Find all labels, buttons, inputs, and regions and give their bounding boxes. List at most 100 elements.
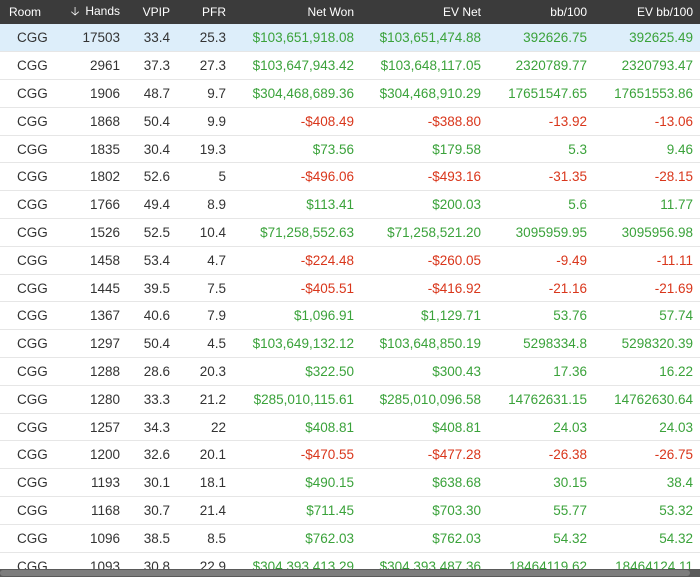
cell-bb100: 55.77 <box>553 502 587 518</box>
column-header-vpip[interactable]: VPIP <box>142 5 170 19</box>
cell-net-won: $285,010,115.61 <box>253 391 354 407</box>
cell-bb100: 2320789.77 <box>515 58 587 74</box>
cell-room: CGG <box>17 391 48 407</box>
cell-vpip: 52.5 <box>143 224 170 240</box>
cell-vpip: 49.4 <box>143 197 170 213</box>
table-row[interactable]: CGG 1445 39.5 7.5 -$405.51 -$416.92 -21.16 -21.… <box>0 274 700 302</box>
cell-vpip: 37.3 <box>143 58 170 74</box>
cell-ev-net: -$260.05 <box>427 252 481 268</box>
cell-ev-bb100: 11.77 <box>660 197 693 213</box>
cell-bb100: 30.15 <box>553 475 587 491</box>
table-row[interactable]: CGG 1280 33.3 21.2 $285,010,115.61 $285,010,0… <box>0 385 700 414</box>
cell-net-won: $1,096.91 <box>293 308 354 324</box>
cell-room: CGG <box>17 252 48 268</box>
cell-bb100: 5.3 <box>568 141 587 157</box>
cell-pfr: 20.3 <box>199 363 226 379</box>
cell-ev-net: -$388.80 <box>427 113 481 129</box>
table-row[interactable]: CGG 1906 48.7 9.7 $304,468,689.36 $304,468,91… <box>0 80 700 108</box>
cell-hands: 1200 <box>89 447 120 463</box>
cell-net-won: $762.03 <box>305 530 354 546</box>
cell-pfr: 19.3 <box>199 141 226 157</box>
cell-ev-net: $179.58 <box>432 141 481 157</box>
table-row[interactable]: CGG 1526 52.5 10.4 $71,258,552.63 $71,258,521… <box>0 219 700 247</box>
table-row[interactable]: CGG 1193 30.1 18.1 $490.15 $638.68 30.15 38.4 <box>0 469 700 497</box>
horizontal-scrollbar[interactable] <box>0 569 700 577</box>
cell-hands: 1288 <box>89 363 120 379</box>
column-header-hands[interactable]: 🡣 Hands <box>70 0 127 24</box>
cell-room: CGG <box>17 58 48 74</box>
column-header-ev-bb100[interactable]: EV bb/100 <box>636 5 693 19</box>
cell-ev-bb100: 57.74 <box>659 308 693 324</box>
cell-net-won: $304,468,689.36 <box>252 85 354 101</box>
cell-pfr: 9.7 <box>207 85 226 101</box>
table-header-row: Room 🡣 Hands VPIP PFR Net Won EV Net bb/1… <box>0 0 700 24</box>
table-row[interactable]: CGG 2961 37.3 27.3 $103,647,943.42 $103,648,1… <box>0 52 700 80</box>
cell-vpip: 53.4 <box>143 252 170 268</box>
cell-vpip: 48.7 <box>143 85 170 101</box>
cell-pfr: 21.4 <box>199 502 226 518</box>
cell-pfr: 8.5 <box>207 530 226 546</box>
cell-net-won: $113.41 <box>306 197 354 213</box>
cell-hands: 1458 <box>89 252 120 268</box>
table-row[interactable]: CGG 1458 53.4 4.7 -$224.48 -$260.05 -9.49 -11.1… <box>0 246 700 275</box>
cell-room: CGG <box>17 447 48 463</box>
column-header-room[interactable]: Room <box>9 5 42 19</box>
cell-pfr: 25.3 <box>199 30 226 46</box>
cell-hands: 2961 <box>89 58 120 74</box>
cell-ev-bb100: 54.32 <box>659 530 693 546</box>
cell-vpip: 30.1 <box>143 475 170 491</box>
cell-ev-net: $1,129.71 <box>420 308 481 324</box>
cell-hands: 1835 <box>89 141 120 157</box>
table-row[interactable]: CGG 1367 40.6 7.9 $1,096.91 $1,129.71 53.76 57.… <box>0 302 700 330</box>
cell-vpip: 52.6 <box>143 169 170 185</box>
cell-net-won: $103,649,132.12 <box>252 336 354 352</box>
cell-vpip: 38.5 <box>143 530 170 546</box>
cell-vpip: 32.6 <box>143 447 170 463</box>
column-header-pfr[interactable]: PFR <box>202 5 226 19</box>
cell-net-won: $73.56 <box>312 141 354 157</box>
table-body: CGG 17503 33.4 25.3 $103,651,918.08 $103,651,… <box>0 24 700 577</box>
cell-ev-bb100: 3095956.98 <box>621 224 693 240</box>
table-row[interactable]: CGG 1288 28.6 20.3 $322.50 $300.43 17.36 16.22 <box>0 358 700 386</box>
cell-pfr: 18.1 <box>199 475 226 491</box>
column-header-net-won[interactable]: Net Won <box>307 5 354 19</box>
cell-ev-bb100: -28.15 <box>654 169 693 185</box>
cell-bb100: 14762631.15 <box>508 391 587 407</box>
table-row[interactable]: CGG 1802 52.6 5 -$496.06 -$493.16 -31.35 -28.15 <box>0 163 700 191</box>
cell-pfr: 8.9 <box>207 197 226 213</box>
scrollbar-thumb[interactable] <box>0 570 690 576</box>
table-row[interactable]: CGG 1835 30.4 19.3 $73.56 $179.58 5.3 9.46 <box>0 135 700 163</box>
cell-hands: 1526 <box>89 224 120 240</box>
cell-net-won: -$224.48 <box>300 252 354 268</box>
table-row[interactable]: CGG 1297 50.4 4.5 $103,649,132.12 $103,648,85… <box>0 330 700 358</box>
cell-ev-bb100: 53.32 <box>659 502 693 518</box>
cell-hands: 1367 <box>89 308 120 324</box>
table-row[interactable]: CGG 1200 32.6 20.1 -$470.55 -$477.28 -26.38 -26… <box>0 441 700 469</box>
table-row[interactable]: CGG 1168 30.7 21.4 $711.45 $703.30 55.77 53.32 <box>0 497 700 525</box>
cell-ev-bb100: 14762630.64 <box>614 391 693 407</box>
cell-vpip: 40.6 <box>143 308 170 324</box>
table-row[interactable]: CGG 1257 34.3 22 $408.81 $408.81 24.03 24.03 <box>0 413 700 441</box>
table-row[interactable]: CGG 17503 33.4 25.3 $103,651,918.08 $103,651,… <box>0 24 700 52</box>
column-header-ev-net[interactable]: EV Net <box>442 5 481 19</box>
cell-vpip: 39.5 <box>143 280 170 296</box>
cell-room: CGG <box>17 336 48 352</box>
table-row[interactable]: CGG 1766 49.4 8.9 $113.41 $200.03 5.6 11.77 <box>0 191 700 219</box>
cell-pfr: 22 <box>210 419 226 435</box>
cell-ev-bb100: 392625.49 <box>629 30 693 46</box>
cell-ev-net: $103,651,474.88 <box>379 30 481 46</box>
cell-vpip: 28.6 <box>143 363 170 379</box>
column-header-bb100[interactable]: bb/100 <box>550 5 587 19</box>
cell-hands: 1802 <box>89 169 120 185</box>
cell-ev-bb100: 38.4 <box>666 475 693 491</box>
cell-bb100: 5298334.8 <box>523 336 587 352</box>
cell-net-won: $711.45 <box>306 502 354 518</box>
cell-pfr: 4.7 <box>207 252 226 268</box>
cell-vpip: 34.3 <box>143 419 170 435</box>
cell-bb100: 5.6 <box>568 197 587 213</box>
table-row[interactable]: CGG 1868 50.4 9.9 -$408.49 -$388.80 -13.92 -13.… <box>0 107 700 136</box>
cell-hands: 1257 <box>89 419 120 435</box>
table-row[interactable]: CGG 1096 38.5 8.5 $762.03 $762.03 54.32 54.32 <box>0 524 700 553</box>
cell-ev-net: $71,258,521.20 <box>387 224 481 240</box>
cell-room: CGG <box>17 169 48 185</box>
